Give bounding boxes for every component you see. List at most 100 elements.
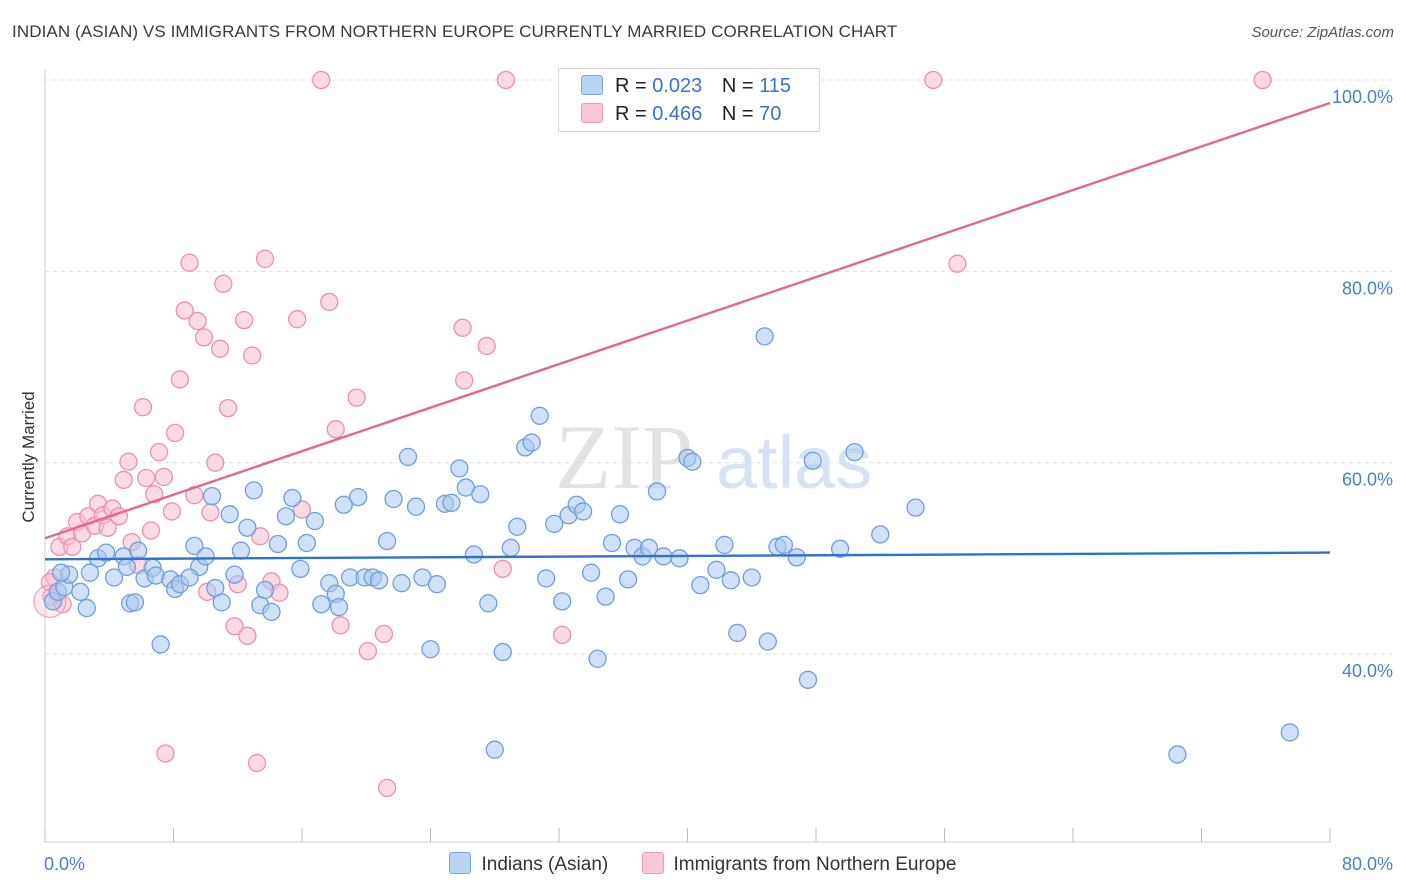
data-point-indians-asian bbox=[537, 569, 556, 588]
y-tick-label: 80.0% bbox=[1342, 278, 1393, 298]
data-point-indians-asian bbox=[276, 507, 296, 526]
data-point-northern-europe bbox=[165, 423, 185, 443]
data-point-indians-asian bbox=[231, 541, 251, 560]
data-point-indians-asian bbox=[755, 327, 774, 346]
data-point-indians-asian bbox=[803, 451, 822, 470]
data-point-indians-asian bbox=[573, 502, 593, 521]
data-point-indians-asian bbox=[798, 670, 818, 689]
data-point-indians-asian bbox=[670, 549, 689, 568]
data-point-indians-asian bbox=[501, 538, 520, 557]
data-point-indians-asian bbox=[758, 632, 777, 651]
data-point-indians-asian bbox=[787, 548, 806, 567]
data-point-indians-asian bbox=[588, 649, 607, 668]
data-point-northern-europe bbox=[238, 626, 257, 645]
y-tick-label: 100.0% bbox=[1332, 87, 1393, 107]
data-point-indians-asian bbox=[602, 533, 622, 553]
data-point-northern-europe bbox=[180, 253, 199, 272]
data-point-northern-europe bbox=[243, 346, 262, 365]
source-credit: Source: ZipAtlas.com bbox=[1251, 24, 1394, 41]
data-point-northern-europe bbox=[948, 254, 967, 273]
data-point-northern-europe bbox=[496, 70, 516, 90]
legend-n-label: N = bbox=[721, 103, 754, 125]
chart-title: INDIAN (ASIAN) VS IMMIGRANTS FROM NORTHE… bbox=[12, 22, 898, 41]
data-point-indians-asian bbox=[196, 547, 215, 566]
data-point-indians-asian bbox=[202, 486, 222, 506]
data-point-indians-asian bbox=[610, 505, 630, 524]
data-point-indians-asian bbox=[427, 575, 447, 594]
data-point-northern-europe bbox=[170, 370, 190, 389]
data-point-indians-asian bbox=[349, 487, 368, 507]
series-legend: Indians (Asian) Immigrants from Northern… bbox=[0, 852, 1406, 876]
data-point-northern-europe bbox=[1253, 70, 1272, 90]
data-point-indians-asian bbox=[581, 563, 601, 582]
data-point-indians-asian bbox=[51, 563, 71, 582]
data-point-indians-asian bbox=[125, 593, 145, 612]
data-point-northern-europe bbox=[175, 301, 194, 320]
data-point-indians-asian bbox=[398, 447, 418, 467]
legend-n-label: N = bbox=[721, 75, 754, 97]
data-point-indians-asian bbox=[728, 623, 747, 643]
data-point-indians-asian bbox=[493, 642, 512, 662]
data-point-indians-asian bbox=[212, 593, 231, 612]
data-point-northern-europe bbox=[331, 616, 350, 635]
data-point-indians-asian bbox=[104, 568, 124, 587]
correlation-legend: R = 0.023 N = 115 R = 0.466 N = 70 bbox=[558, 68, 820, 132]
data-point-indians-asian bbox=[77, 598, 96, 618]
legend-r-label: R = bbox=[615, 75, 647, 97]
data-point-northern-europe bbox=[247, 753, 267, 773]
data-point-indians-asian bbox=[553, 592, 572, 611]
data-point-indians-asian bbox=[334, 495, 353, 514]
y-tick-label: 40.0% bbox=[1342, 661, 1393, 681]
data-point-indians-asian bbox=[1280, 723, 1299, 742]
x-tick-label-max: 80.0% bbox=[1342, 854, 1393, 874]
data-point-indians-asian bbox=[305, 511, 325, 531]
data-point-indians-asian bbox=[312, 595, 331, 614]
data-point-northern-europe bbox=[188, 311, 207, 331]
data-point-northern-europe bbox=[210, 339, 230, 358]
watermark-atlas: atlas bbox=[716, 421, 872, 504]
data-point-northern-europe bbox=[453, 318, 472, 337]
data-point-indians-asian bbox=[479, 594, 498, 613]
data-point-northern-europe bbox=[218, 398, 238, 418]
data-point-indians-asian bbox=[129, 541, 148, 560]
data-point-indians-asian bbox=[707, 560, 726, 579]
data-point-northern-europe bbox=[137, 468, 156, 488]
data-point-indians-asian bbox=[545, 514, 564, 534]
data-point-indians-asian bbox=[450, 459, 469, 478]
data-point-indians-asian bbox=[618, 570, 638, 589]
data-point-northern-europe bbox=[114, 470, 133, 490]
data-point-northern-europe bbox=[312, 70, 331, 90]
data-point-indians-asian bbox=[244, 481, 263, 500]
data-point-indians-asian bbox=[225, 565, 244, 584]
legend-n-value-pink: 70 bbox=[759, 103, 782, 125]
data-point-indians-asian bbox=[522, 433, 541, 452]
data-point-indians-asian bbox=[721, 571, 741, 590]
legend-row-indians: R = 0.023 N = 115 bbox=[581, 75, 791, 98]
data-point-indians-asian bbox=[715, 535, 734, 555]
data-point-indians-asian bbox=[297, 533, 316, 553]
data-point-indians-asian bbox=[845, 442, 864, 462]
data-point-northern-europe bbox=[156, 744, 175, 763]
data-point-northern-europe bbox=[255, 249, 275, 269]
data-point-indians-asian bbox=[71, 582, 90, 601]
data-point-indians-asian bbox=[329, 597, 349, 617]
data-point-northern-europe bbox=[119, 452, 138, 471]
data-point-northern-europe bbox=[149, 442, 169, 462]
data-point-indians-asian bbox=[530, 406, 549, 425]
data-point-northern-europe bbox=[493, 559, 512, 579]
legend-item-indians: Indians (Asian) bbox=[449, 852, 608, 876]
data-point-indians-asian bbox=[283, 488, 302, 508]
data-point-indians-asian bbox=[485, 740, 504, 759]
data-point-indians-asian bbox=[291, 559, 310, 579]
data-point-indians-asian bbox=[596, 587, 615, 606]
legend-swatch-pink bbox=[641, 852, 664, 874]
legend-r-label: R = bbox=[615, 103, 647, 125]
data-point-northern-europe bbox=[154, 467, 174, 487]
data-point-indians-asian bbox=[180, 568, 199, 587]
data-point-indians-asian bbox=[369, 571, 389, 590]
data-point-northern-europe bbox=[162, 502, 182, 521]
data-point-indians-asian bbox=[268, 534, 288, 554]
data-point-indians-asian bbox=[377, 531, 397, 551]
data-point-indians-asian bbox=[117, 557, 137, 577]
